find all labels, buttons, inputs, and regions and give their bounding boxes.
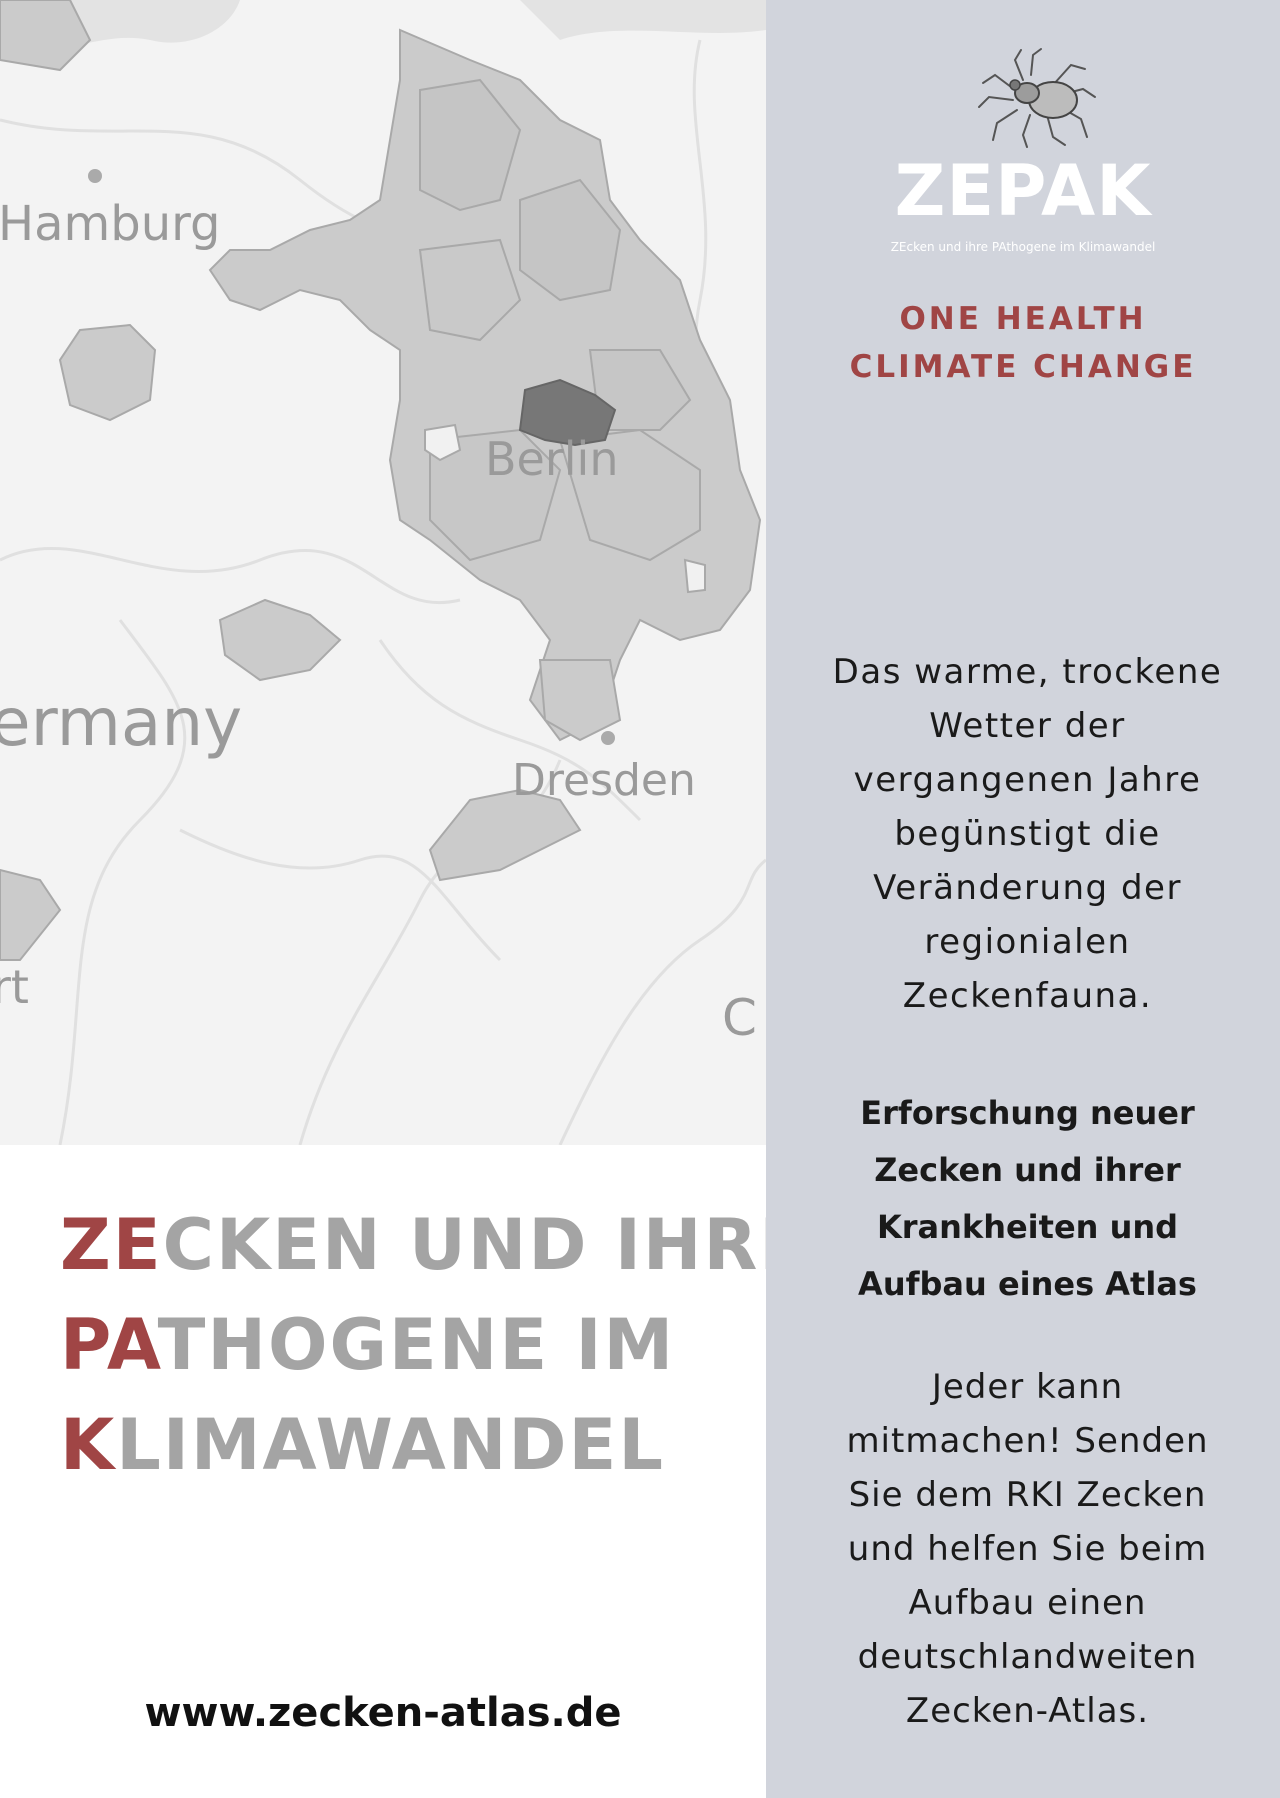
brandenburg-regions [208,28,762,742]
intro-line: Veränderung der [873,868,1182,908]
map-label-right-fragment: C [722,989,757,1047]
headline-accent: PA [60,1304,158,1386]
headline-rest: LIMAWANDEL [116,1404,665,1486]
headline-rest: CKEN UND IHRE [162,1204,810,1286]
website-link[interactable]: www.zecken-atlas.de [144,1690,622,1736]
side-panel [766,0,1280,1798]
headline-accent: K [60,1404,117,1486]
map-background: Hamburg ermany Berlin Dresden rt C [0,0,766,1145]
research-line: Aufbau eines Atlas [858,1265,1197,1303]
berlin-region [518,378,617,447]
map-label-germany: ermany [0,684,242,761]
hamburg-dot [88,169,102,183]
research-paragraph: Erforschung neuer Zecken und ihrer Krank… [790,1085,1265,1313]
headline-line-1: ZECKEN UND IHRE [60,1195,807,1295]
cta-line: Sie dem RKI Zecken [848,1475,1207,1515]
intro-line: regionialen [924,922,1131,962]
intro-line: Zeckenfauna. [902,976,1153,1016]
map-label-left-fragment: rt [0,960,29,1014]
intro-line: begünstigt die [894,814,1161,854]
tick-icon [978,48,1096,148]
call-to-action-paragraph: Jeder kann mitmachen! Senden Sie dem RKI… [790,1360,1265,1738]
dresden-dot [601,731,615,745]
cta-line: und helfen Sie beim [847,1529,1208,1569]
research-line: Zecken und ihrer [874,1151,1181,1189]
headline-line-3: KLIMAWANDEL [60,1395,760,1495]
headline: ZECKEN UND IHRE PATHOGENE IM KLIMAWANDEL [60,1195,807,1495]
intro-paragraph: Das warme, trockene Wetter der vergangen… [790,645,1265,1023]
research-line: Erforschung neuer [860,1094,1195,1132]
lower-left-panel [0,1145,766,1798]
cta-line: Aufbau einen [908,1583,1147,1623]
cta-line: deutschlandweiten [857,1637,1198,1677]
headline-rest: THOGENE IM [157,1304,676,1386]
intro-line: Wetter der [929,706,1126,746]
tagline: ONE HEALTH CLIMATE CHANGE [766,295,1280,391]
intro-line: Das warme, trockene [832,652,1223,692]
cta-line: Jeder kann [931,1367,1124,1407]
headline-line-2: PATHOGENE IM [60,1295,760,1395]
map-label-hamburg: Hamburg [0,196,221,252]
brand-subtitle: ZEcken und ihre PAthogene im Klimawandel [890,240,1156,254]
map-label-berlin: Berlin [485,432,619,486]
cta-line: Zecken-Atlas. [905,1691,1150,1731]
research-line: Krankheiten und [876,1208,1179,1246]
tagline-line-2: CLIMATE CHANGE [849,349,1197,385]
cta-line: mitmachen! Senden [846,1421,1209,1461]
headline-accent: ZE [60,1204,163,1286]
intro-line: vergangenen Jahre [853,760,1202,800]
tagline-line-1: ONE HEALTH [899,301,1147,337]
map-label-dresden: Dresden [512,755,696,806]
brand-name: ZEPAK [894,150,1152,232]
map-svg: Hamburg ermany Berlin Dresden rt C [0,0,766,1145]
